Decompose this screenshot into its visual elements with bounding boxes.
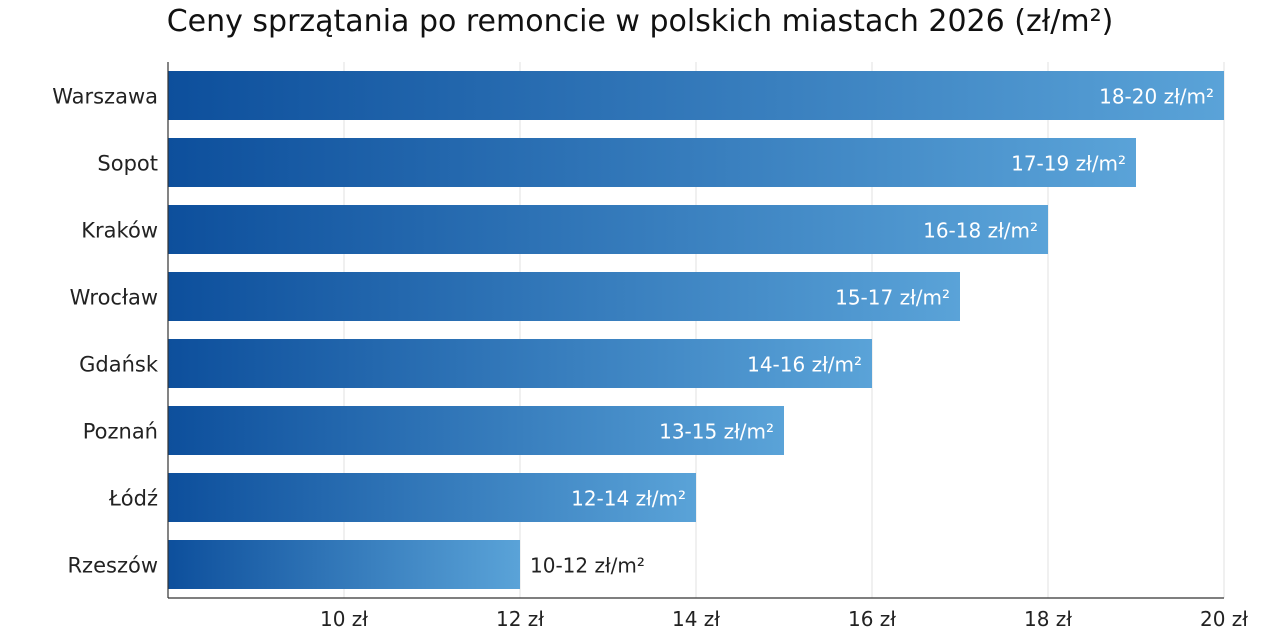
data-label: 15-17 zł/m² <box>835 286 950 310</box>
category-label: Rzeszów <box>67 554 158 578</box>
data-label: 12-14 zł/m² <box>571 487 686 511</box>
axes: 10 zł 12 zł 14 zł 16 zł 18 zł 20 zł <box>167 62 1248 631</box>
x-tick-label: 16 zł <box>848 607 896 631</box>
data-label: 14-16 zł/m² <box>747 353 862 377</box>
bar <box>168 138 1136 187</box>
bar <box>168 71 1224 120</box>
bars <box>168 71 1224 589</box>
x-tick-label: 10 zł <box>320 607 368 631</box>
data-label: 13-15 zł/m² <box>659 420 774 444</box>
data-label: 10-12 zł/m² <box>530 554 645 578</box>
bar <box>168 205 1048 254</box>
bar <box>168 473 696 522</box>
labels: Warszawa 18-20 zł/m² Sopot 17-19 zł/m² Krakó… <box>52 85 1214 578</box>
bar <box>168 272 960 321</box>
category-label: Sopot <box>97 152 158 176</box>
category-label: Warszawa <box>52 85 158 109</box>
data-label: 16-18 zł/m² <box>923 219 1038 243</box>
x-tick-label: 12 zł <box>496 607 544 631</box>
category-label: Gdańsk <box>79 353 159 377</box>
category-label: Wrocław <box>70 286 158 310</box>
category-label: Poznań <box>83 420 158 444</box>
category-label: Łódź <box>108 487 158 511</box>
category-label: Kraków <box>81 219 158 243</box>
data-label: 18-20 zł/m² <box>1099 85 1214 109</box>
x-tick-label: 14 zł <box>672 607 720 631</box>
bar <box>168 406 784 455</box>
x-tick-label: 18 zł <box>1024 607 1072 631</box>
x-tick-label: 20 zł <box>1200 607 1248 631</box>
chart-title: Ceny sprzątania po remoncie w polskich m… <box>166 4 1114 39</box>
bar <box>168 540 520 589</box>
bar <box>168 339 872 388</box>
data-label: 17-19 zł/m² <box>1011 152 1126 176</box>
